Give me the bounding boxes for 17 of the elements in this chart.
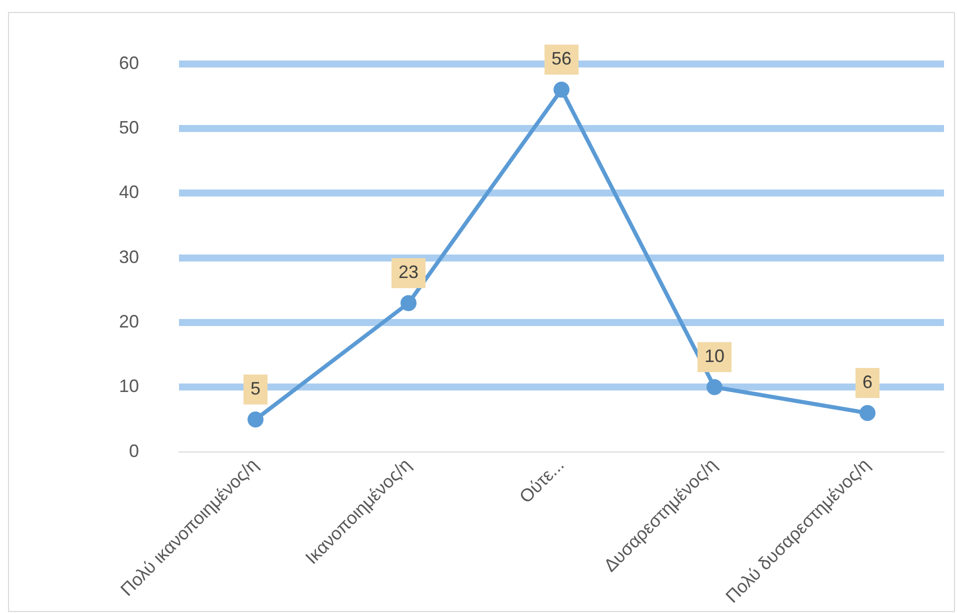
y-tick-label: 20 bbox=[118, 311, 140, 332]
point bbox=[248, 411, 264, 428]
y-tick-label: 60 bbox=[118, 52, 140, 73]
y-tick-label: 50 bbox=[118, 117, 140, 138]
point bbox=[554, 82, 570, 98]
data-label: 5 bbox=[250, 378, 261, 398]
data-label: 6 bbox=[862, 372, 873, 392]
data-label: 23 bbox=[398, 262, 419, 282]
y-tick-label: 30 bbox=[118, 246, 140, 267]
point bbox=[706, 379, 723, 396]
y-tick-label: 0 bbox=[129, 440, 140, 461]
point bbox=[860, 405, 876, 422]
y-tick-label: 40 bbox=[118, 182, 140, 202]
y-tick-label: 10 bbox=[118, 376, 140, 396]
data-label: 56 bbox=[551, 48, 572, 69]
point bbox=[400, 295, 417, 312]
data-label: 10 bbox=[704, 346, 725, 366]
